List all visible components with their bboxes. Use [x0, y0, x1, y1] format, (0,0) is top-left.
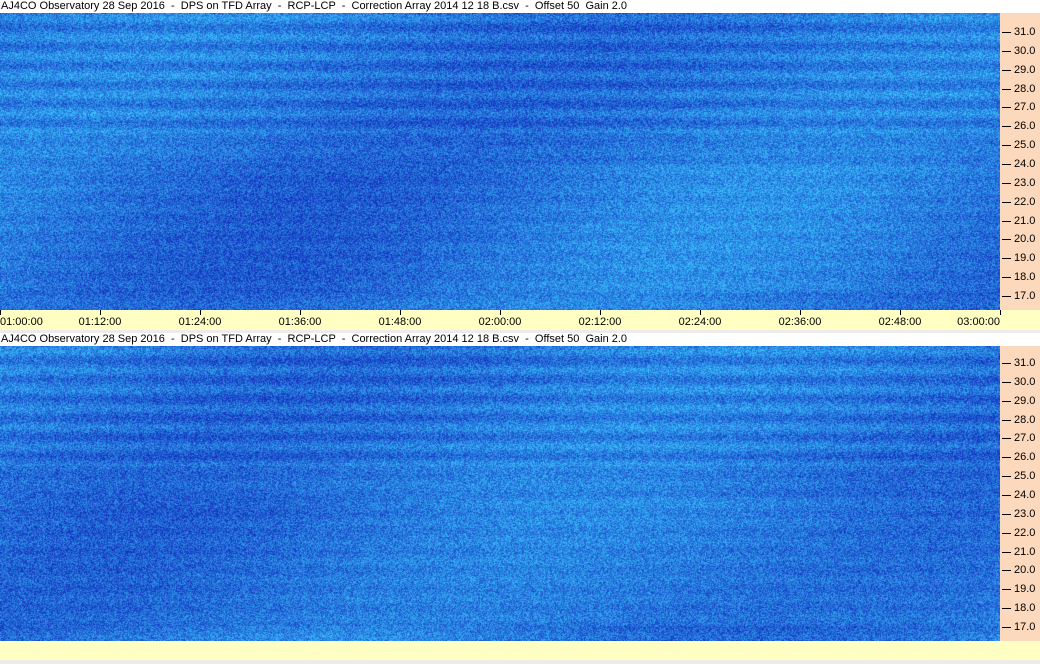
y-tick: 22.0 [1000, 196, 1040, 208]
y-tick: 21.0 [1000, 215, 1040, 227]
y-tick: 31.0 [1000, 357, 1040, 369]
x-tick-label: 01:24:00 [178, 316, 222, 328]
title-bar-bottom: AJ4CO Observatory 28 Sep 2016 - DPS on T… [0, 333, 1040, 346]
title-bar-top: AJ4CO Observatory 28 Sep 2016 - DPS on T… [0, 0, 1040, 13]
time-axis-bottom [0, 641, 1040, 660]
x-tick-label: 02:36:00 [778, 316, 822, 328]
y-tick: 21.0 [1000, 546, 1040, 558]
y-tick: 28.0 [1000, 414, 1040, 426]
y-tick-label: 23.0 [1014, 176, 1036, 189]
x-tick-label: 03:00:00 [957, 316, 1000, 328]
y-tick: 29.0 [1000, 395, 1040, 407]
y-tick-label: 29.0 [1014, 394, 1036, 407]
x-tick-label: 02:48:00 [878, 316, 922, 328]
x-tick-label: 01:00:00 [0, 316, 43, 328]
y-tick: 18.0 [1000, 271, 1040, 283]
time-axis: 01:00:00 01:12:00 01:24:00 01:36:00 01:48:00… [0, 310, 1040, 330]
y-tick-label: 25.0 [1014, 139, 1036, 152]
y-tick-label: 28.0 [1014, 413, 1036, 426]
y-tick: 20.0 [1000, 564, 1040, 576]
frequency-axis-bottom: 31.0 30.0 29.0 28.0 27.0 26.0 25.0 24.0 23.0 22.0… [1000, 346, 1040, 641]
y-tick-label: 19.0 [1014, 583, 1036, 596]
x-tick-label: 02:00:00 [478, 316, 522, 328]
y-tick: 18.0 [1000, 602, 1040, 614]
y-tick: 17.0 [1000, 290, 1040, 302]
y-tick: 23.0 [1000, 508, 1040, 520]
y-tick-label: 30.0 [1014, 375, 1036, 388]
y-tick: 19.0 [1000, 252, 1040, 264]
y-tick-label: 27.0 [1014, 101, 1036, 114]
y-tick-label: 22.0 [1014, 195, 1036, 208]
y-tick: 20.0 [1000, 233, 1040, 245]
spectrogram-bottom[interactable] [0, 346, 1000, 641]
y-tick: 23.0 [1000, 177, 1040, 189]
y-tick-label: 20.0 [1014, 233, 1036, 246]
y-tick-label: 18.0 [1014, 271, 1036, 284]
y-tick: 22.0 [1000, 527, 1040, 539]
y-tick: 25.0 [1000, 470, 1040, 482]
y-tick-label: 25.0 [1014, 470, 1036, 483]
y-tick: 19.0 [1000, 583, 1040, 595]
y-tick-label: 26.0 [1014, 451, 1036, 464]
x-tick-label: 02:12:00 [578, 316, 622, 328]
y-tick-label: 21.0 [1014, 545, 1036, 558]
x-tick-label: 01:48:00 [378, 316, 422, 328]
y-tick: 27.0 [1000, 432, 1040, 444]
frequency-axis-top: 31.0 30.0 29.0 28.0 27.0 26.0 25.0 24.0 23.0 22.0… [1000, 13, 1040, 310]
y-tick-label: 28.0 [1014, 82, 1036, 95]
y-tick-label: 24.0 [1014, 489, 1036, 502]
y-tick: 31.0 [1000, 26, 1040, 38]
y-tick-label: 18.0 [1014, 602, 1036, 615]
y-tick: 26.0 [1000, 120, 1040, 132]
x-tick-label: 01:36:00 [278, 316, 322, 328]
y-tick-label: 27.0 [1014, 432, 1036, 445]
y-tick: 27.0 [1000, 101, 1040, 113]
y-tick: 29.0 [1000, 64, 1040, 76]
y-tick-label: 22.0 [1014, 526, 1036, 539]
y-tick-label: 26.0 [1014, 120, 1036, 133]
y-tick-label: 20.0 [1014, 564, 1036, 577]
y-tick-label: 24.0 [1014, 158, 1036, 171]
y-tick-label: 21.0 [1014, 214, 1036, 227]
y-tick: 17.0 [1000, 621, 1040, 633]
y-tick: 26.0 [1000, 451, 1040, 463]
y-tick: 24.0 [1000, 158, 1040, 170]
y-tick-label: 29.0 [1014, 63, 1036, 76]
y-tick-label: 31.0 [1014, 357, 1036, 369]
y-tick: 30.0 [1000, 45, 1040, 57]
y-tick-label: 31.0 [1014, 26, 1036, 38]
y-tick-label: 23.0 [1014, 507, 1036, 520]
y-tick: 24.0 [1000, 489, 1040, 501]
x-tick-label: 02:24:00 [678, 316, 722, 328]
y-tick: 28.0 [1000, 83, 1040, 95]
y-tick-label: 30.0 [1014, 44, 1036, 57]
y-tick-label: 17.0 [1014, 290, 1036, 303]
y-tick-label: 17.0 [1014, 621, 1036, 634]
y-tick-label: 19.0 [1014, 252, 1036, 265]
x-tick-label: 01:12:00 [78, 316, 122, 328]
y-tick: 30.0 [1000, 376, 1040, 388]
y-tick: 25.0 [1000, 139, 1040, 151]
spectrogram-top[interactable] [0, 13, 1000, 310]
